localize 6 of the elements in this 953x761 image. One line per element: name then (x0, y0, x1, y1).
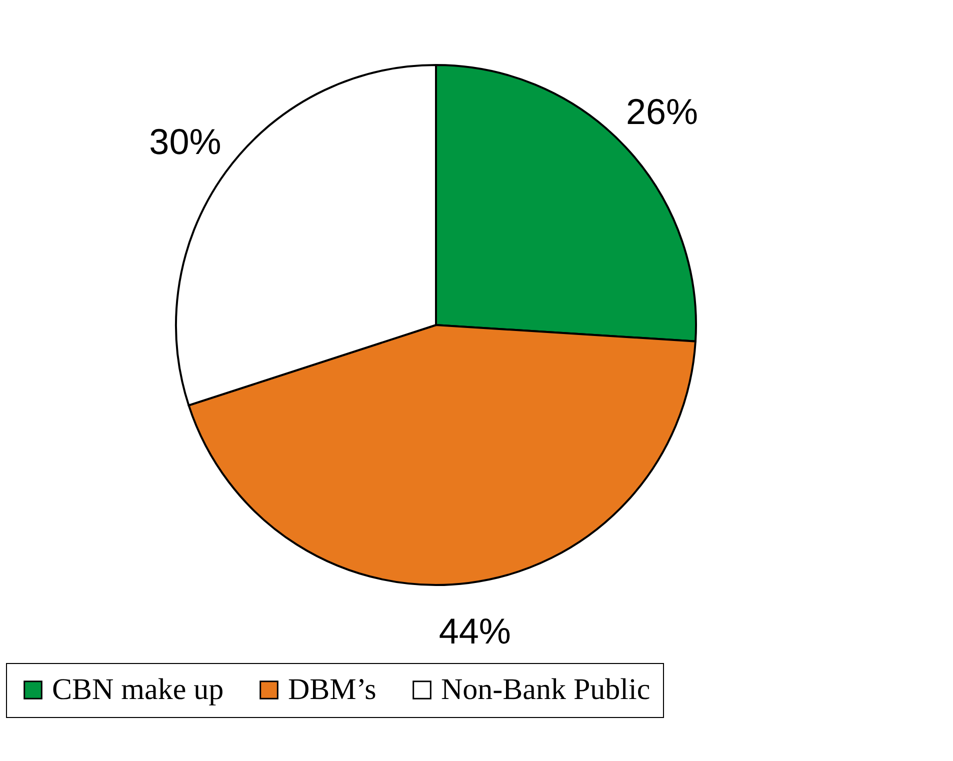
data-label: 26% (626, 90, 698, 132)
data-label: 30% (149, 120, 222, 162)
legend-label: DBM’s (288, 673, 376, 706)
legend-label: Non-Bank Public (441, 673, 650, 706)
legend-label: CBN make up (52, 673, 224, 706)
data-label: 44% (438, 610, 511, 652)
